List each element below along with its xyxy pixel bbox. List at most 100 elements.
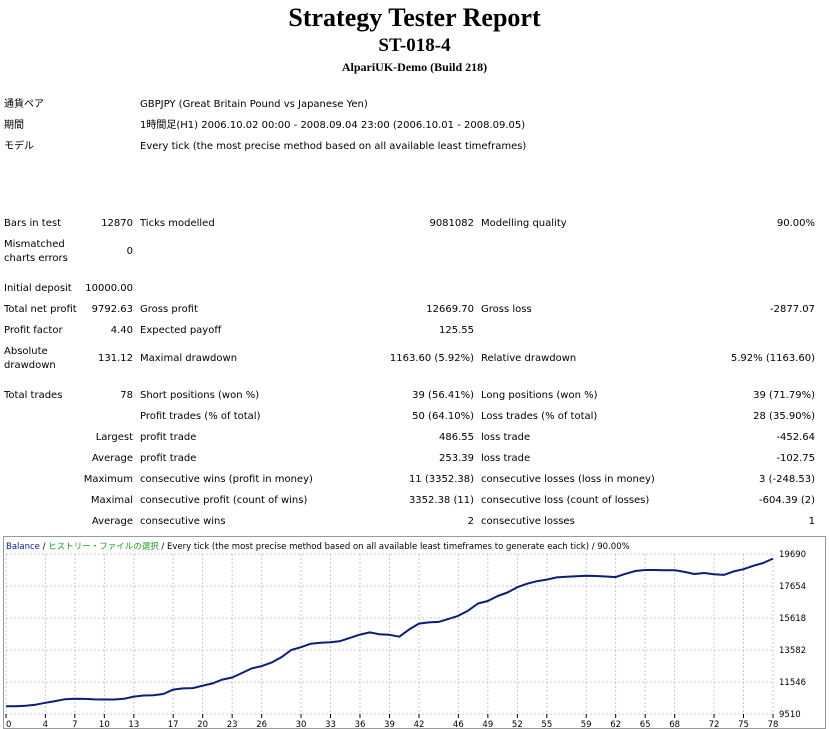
max-consecutive-wins-label: consecutive wins (profit in money): [140, 474, 313, 485]
x-tick-label: 26: [256, 720, 267, 729]
report-title: Strategy Tester Report: [288, 3, 541, 32]
average-consecutive-losses-value: 1: [808, 516, 815, 527]
balance-series-line: [6, 557, 774, 708]
profit-trades-value: 50 (64.10%): [412, 411, 474, 422]
x-tick-label: 78: [768, 720, 779, 729]
info-value-symbol: GBPJPY (Great Britain Pound vs Japanese …: [140, 99, 368, 110]
ticks-label: Ticks modelled: [140, 218, 215, 229]
legend-model-info: Every tick (the most precise method base…: [167, 542, 630, 552]
legend-separator-2: /: [159, 542, 167, 552]
maximum-label: Maximum: [83, 474, 133, 485]
x-tick-label: 23: [227, 720, 238, 729]
maximal-consecutive-profit-value: 3352.38 (11): [408, 495, 474, 506]
y-axis: 9510 11546 13582 15618 17654 19690: [779, 550, 806, 720]
profit-factor-label: Profit factor: [4, 325, 63, 336]
short-positions-label: Short positions (won %): [140, 390, 260, 401]
balance-chart: Balance / ヒストリー・ファイルの選択 / Every tick (th…: [3, 536, 826, 729]
maximal-consecutive-loss-label: consecutive loss (count of losses): [481, 495, 650, 506]
y-tick-label: 11546: [779, 678, 806, 688]
average-consecutive-wins-label: consecutive wins: [140, 516, 226, 527]
largest-profit-trade-value: 486.55: [439, 432, 474, 443]
bars-label: Bars in test: [4, 218, 61, 229]
x-tick-label: 30: [296, 720, 307, 729]
x-axis: 0 4 7 10 13 17 20 23 26 30 33 36 39 42 46 49 52 55 59 62 65 6…: [5, 714, 779, 729]
x-tick-label: 20: [197, 720, 208, 729]
y-tick-label: 19690: [779, 550, 806, 560]
average-profit-trade-value: 253.39: [439, 453, 474, 464]
loss-trades-value: 28 (35.90%): [753, 411, 815, 422]
info-value-period: 1時間足(H1) 2006.10.02 00:00 - 2008.09.04 2…: [140, 120, 526, 131]
profit-factor-value: 4.40: [110, 325, 133, 336]
maximal-drawdown-value: 1163.60 (5.92%): [389, 353, 474, 364]
quality-value: 90.00%: [776, 218, 815, 229]
average-loss-trade-label: loss trade: [481, 453, 531, 464]
x-tick-label: 17: [168, 720, 179, 729]
net-profit-label: Total net profit: [4, 304, 77, 315]
average-consecutive-wins-value: 2: [467, 516, 474, 527]
x-tick-label: 62: [610, 720, 621, 729]
x-tick-label: 33: [325, 720, 336, 729]
legend-history-file: ヒストリー・ファイルの選択: [48, 541, 159, 552]
x-tick-label: 65: [640, 720, 651, 729]
expected-payoff-label: Expected payoff: [140, 325, 222, 336]
x-tick-label: 75: [738, 720, 749, 729]
mismatched-label-2: charts errors: [4, 253, 68, 264]
chart-grid: [5, 553, 774, 715]
largest-label: Largest: [95, 432, 133, 443]
y-tick-label: 17654: [779, 582, 806, 592]
x-tick-label: 10: [99, 720, 110, 729]
x-tick-label: 4: [43, 720, 48, 729]
max-consecutive-wins-value: 11 (3352.38): [408, 474, 474, 485]
relative-drawdown-label: Relative drawdown: [481, 353, 577, 364]
x-tick-label: 55: [541, 720, 552, 729]
largest-profit-trade-label: profit trade: [140, 432, 197, 443]
expected-payoff-value: 125.55: [439, 325, 474, 336]
info-value-model: Every tick (the most precise method base…: [140, 141, 527, 152]
maximal-label: Maximal: [90, 495, 133, 506]
maximal-consecutive-profit-label: consecutive profit (count of wins): [140, 495, 308, 506]
deposit-label: Initial deposit: [4, 283, 72, 294]
x-tick-label: 46: [453, 720, 464, 729]
server-build: AlpariUK-Demo (Build 218): [341, 60, 488, 74]
gross-loss-value: -2877.07: [770, 304, 815, 315]
bars-value: 12870: [101, 218, 133, 229]
legend-separator: /: [40, 542, 48, 552]
loss-trades-label: Loss trades (% of total): [481, 411, 598, 422]
profit-trades-label: Profit trades (% of total): [140, 411, 261, 422]
x-tick-label: 72: [709, 720, 720, 729]
info-label-model: モデル: [4, 141, 34, 152]
absolute-drawdown-label-2: drawdown: [4, 360, 56, 371]
gross-loss-label: Gross loss: [481, 304, 532, 315]
total-trades-value: 78: [120, 390, 133, 401]
info-label-symbol: 通貨ペア: [4, 99, 44, 110]
y-tick-label: 13582: [779, 646, 806, 656]
deposit-value: 10000.00: [85, 283, 133, 294]
maximal-consecutive-loss-value: -604.39 (2): [759, 495, 815, 506]
x-tick-label: 0: [6, 720, 11, 729]
x-tick-label: 13: [128, 720, 139, 729]
total-trades-label: Total trades: [4, 390, 63, 401]
average-loss-trade-value: -102.75: [776, 453, 815, 464]
legend-balance: Balance: [6, 542, 40, 552]
largest-loss-trade-label: loss trade: [481, 432, 531, 443]
average-profit-trade-label: profit trade: [140, 453, 197, 464]
absolute-drawdown-label: Absolute: [4, 346, 48, 357]
x-tick-label: 68: [669, 720, 680, 729]
expert-name: ST-018-4: [378, 35, 451, 56]
x-tick-label: 59: [581, 720, 592, 729]
quality-label: Modelling quality: [481, 218, 567, 229]
average-consecutive-label: Average: [91, 516, 133, 527]
maximal-drawdown-label: Maximal drawdown: [140, 353, 238, 364]
gross-profit-value: 12669.70: [426, 304, 474, 315]
x-tick-label: 52: [512, 720, 523, 729]
mismatched-value: 0: [126, 246, 133, 257]
x-tick-label: 36: [355, 720, 366, 729]
largest-loss-trade-value: -452.64: [776, 432, 815, 443]
y-tick-label: 9510: [779, 710, 801, 720]
average-consecutive-losses-label: consecutive losses: [481, 516, 575, 527]
relative-drawdown-value: 5.92% (1163.60): [730, 353, 815, 364]
info-label-period: 期間: [4, 120, 24, 131]
max-consecutive-losses-label: consecutive losses (loss in money): [481, 474, 655, 485]
net-profit-value: 9792.63: [91, 304, 133, 315]
average-label: Average: [91, 453, 133, 464]
